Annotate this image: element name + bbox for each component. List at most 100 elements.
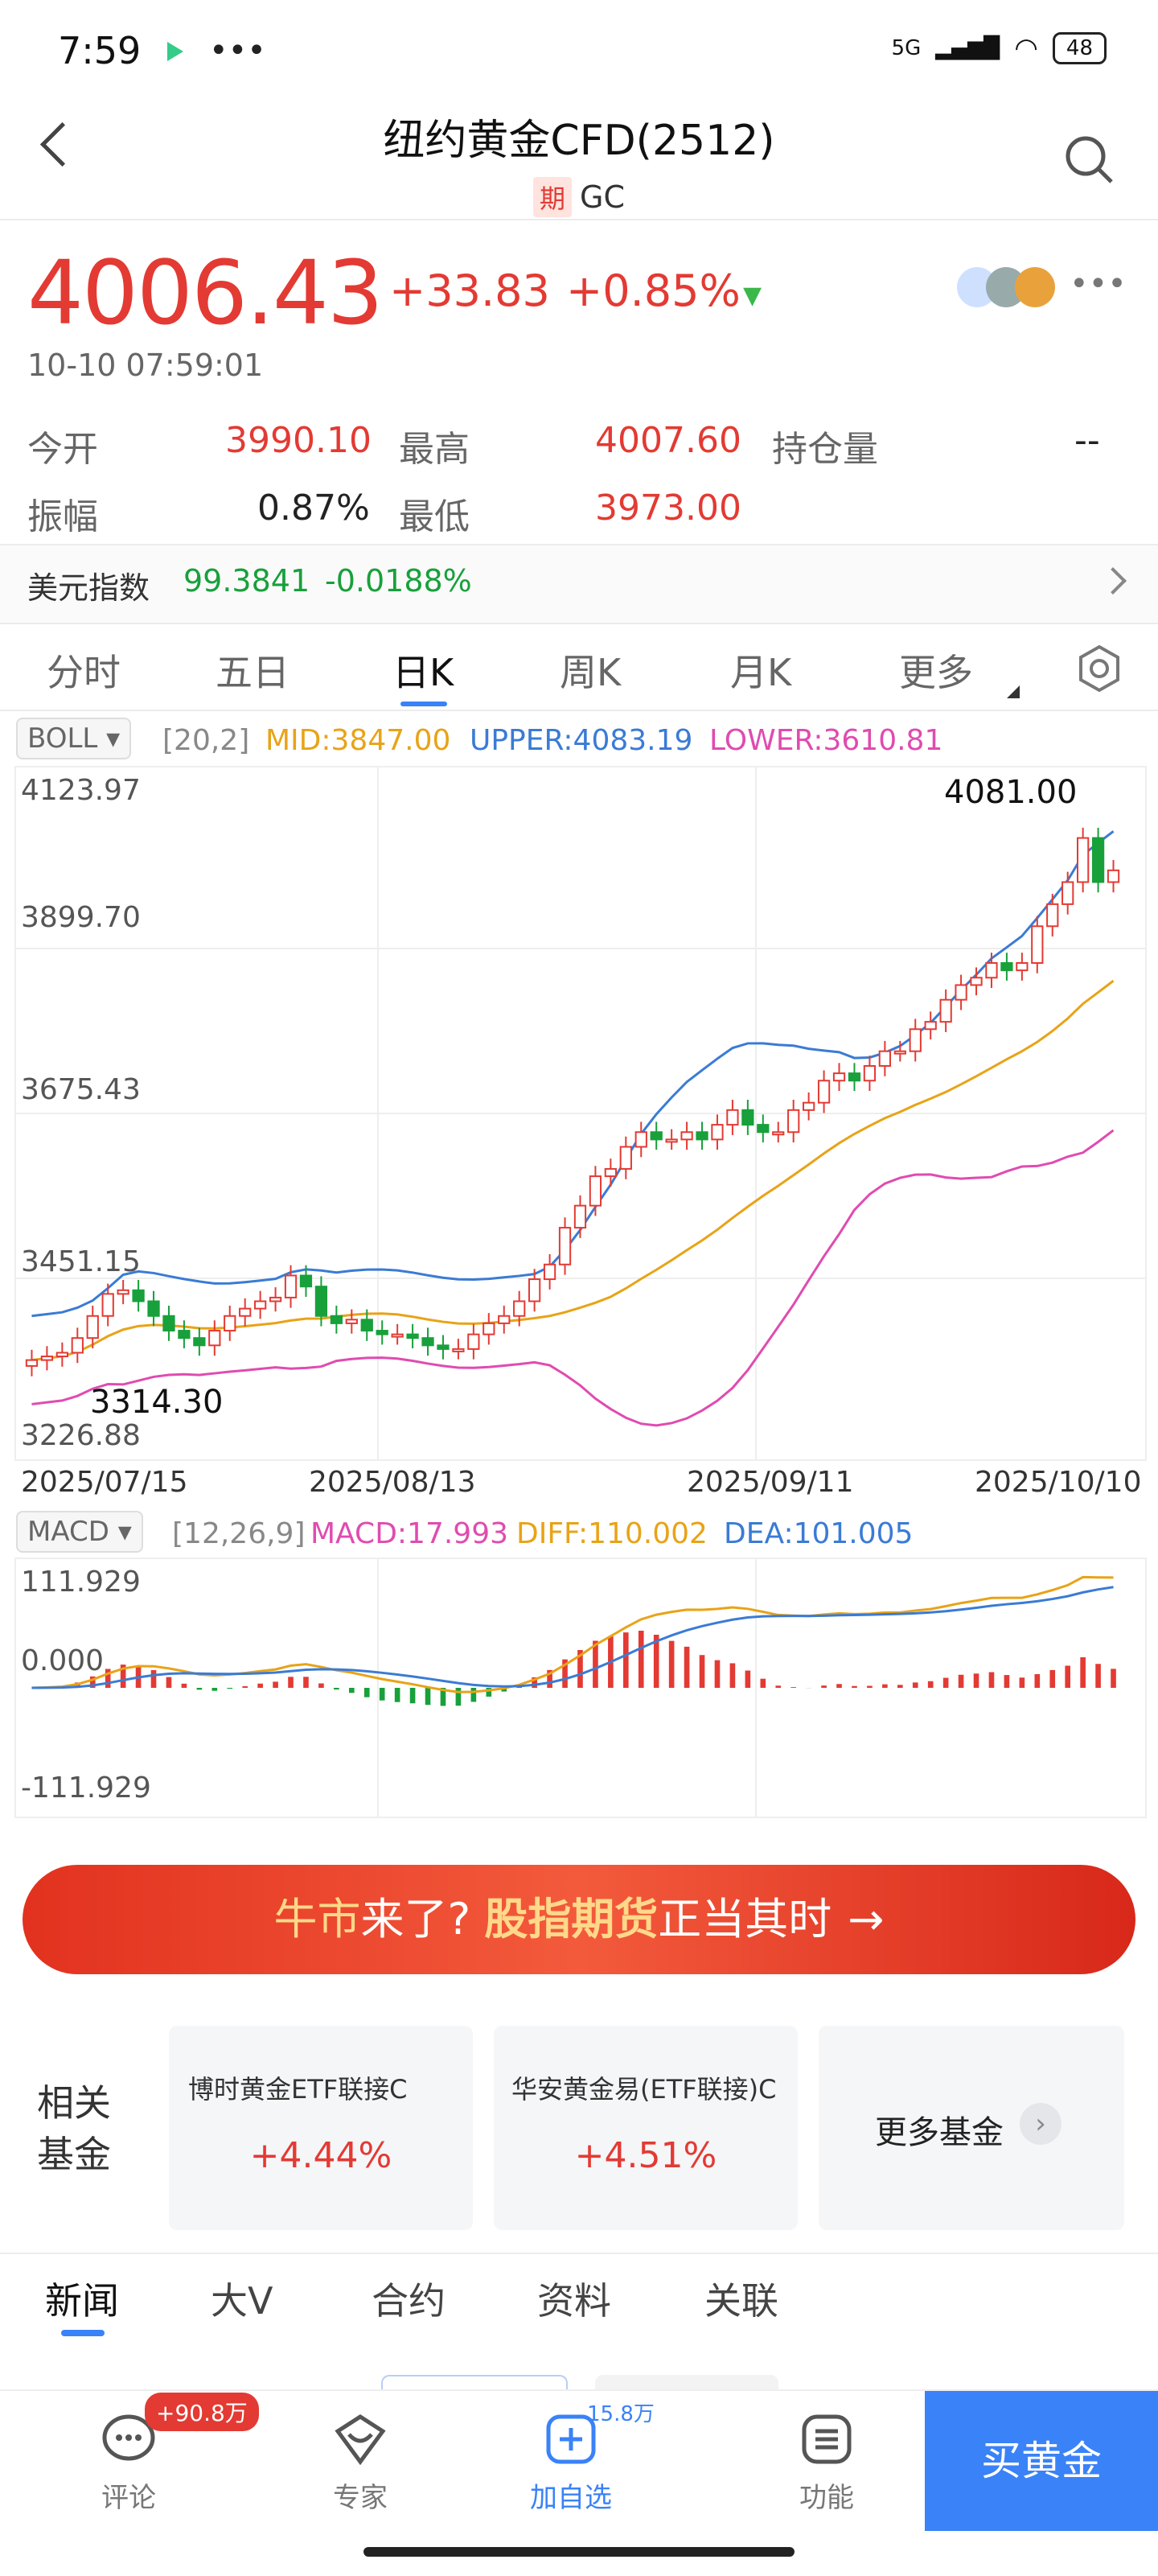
nav-comment[interactable]: 评论 bbox=[72, 2412, 185, 2515]
macd-chart[interactable] bbox=[14, 1558, 1147, 1818]
candle-body bbox=[558, 1227, 572, 1265]
macd-dea: DEA:101.005 bbox=[724, 1517, 914, 1550]
tab-related[interactable]: 关联 bbox=[704, 2279, 778, 2323]
signal-icon: ▂▄▆█ bbox=[935, 36, 1000, 60]
fund-pct: +4.44% bbox=[249, 2135, 392, 2176]
open-label: 今开 bbox=[27, 429, 98, 470]
candle-body bbox=[376, 1330, 388, 1335]
avatar-group[interactable] bbox=[957, 267, 1055, 307]
filter-chip[interactable] bbox=[381, 2375, 568, 2393]
candle-body bbox=[711, 1124, 724, 1141]
fund-card[interactable]: 华安黄金易(ETF联接)C +4.51% bbox=[494, 2026, 798, 2230]
tabs-divider bbox=[0, 710, 1158, 711]
chevron-right-icon: › bbox=[1020, 2103, 1062, 2145]
banner-text-2: 来了? bbox=[360, 1894, 485, 1944]
boll-params: [20,2] bbox=[162, 724, 250, 757]
kline-x-label: 2025/10/10 bbox=[975, 1466, 1142, 1499]
candle-body bbox=[513, 1300, 526, 1317]
tab-daily-k[interactable]: 日K bbox=[392, 651, 454, 694]
down-arrow-icon: ▼ bbox=[743, 282, 762, 310]
index-divider bbox=[0, 623, 1158, 624]
candle-body bbox=[1046, 903, 1059, 928]
candle-body bbox=[696, 1131, 708, 1141]
nav-add-watchlist[interactable]: 加自选 bbox=[515, 2412, 627, 2515]
buy-gold-button[interactable]: 买黄金 bbox=[925, 2391, 1158, 2531]
more-icon[interactable]: ••• bbox=[1070, 265, 1127, 302]
boll-upper-line bbox=[31, 830, 1115, 1318]
kline-chart[interactable] bbox=[14, 766, 1147, 1461]
candle-body bbox=[178, 1330, 191, 1339]
candle-body bbox=[1077, 837, 1090, 883]
settings-icon[interactable] bbox=[1073, 642, 1126, 695]
tab-more[interactable]: 更多 bbox=[899, 651, 973, 694]
kline-x-label: 2025/08/13 bbox=[309, 1466, 476, 1499]
nav-expert[interactable]: 专家 bbox=[304, 2412, 417, 2515]
page-title: 纽约黄金CFD(2512) bbox=[383, 117, 775, 165]
boll-mid-line bbox=[31, 979, 1115, 1362]
macd-diff-line bbox=[31, 1575, 1114, 1693]
candle-body bbox=[421, 1337, 434, 1347]
candle-body bbox=[848, 1072, 861, 1082]
more-funds-card[interactable]: 更多基金 › bbox=[819, 2026, 1124, 2230]
candle-body bbox=[360, 1319, 373, 1332]
candle-body bbox=[498, 1315, 511, 1324]
nav-functions-label: 功能 bbox=[799, 2482, 854, 2514]
candle-body bbox=[619, 1146, 632, 1170]
boll-selector[interactable]: BOLL ▾ bbox=[16, 718, 132, 759]
status-indicators: 5G ▂▄▆█ ◠ 48 bbox=[892, 32, 1107, 64]
candle-body bbox=[86, 1315, 99, 1339]
tab-weekly-k[interactable]: 周K bbox=[560, 651, 622, 694]
candle-body bbox=[406, 1333, 419, 1339]
funds-divider bbox=[0, 2253, 1158, 2254]
min-price-marker: 3314.30 bbox=[90, 1384, 224, 1421]
nav-functions[interactable]: 功能 bbox=[770, 2412, 883, 2515]
candle-body bbox=[147, 1300, 160, 1317]
candle-body bbox=[1107, 869, 1120, 883]
candle-body bbox=[1091, 837, 1105, 883]
low-value: 3973.00 bbox=[595, 488, 741, 529]
home-indicator bbox=[363, 2547, 795, 2557]
oi-label: 持仓量 bbox=[772, 429, 878, 470]
dollar-index-value: 99.3841 bbox=[183, 563, 310, 599]
code-text: GC bbox=[580, 179, 625, 215]
candle-body bbox=[1016, 962, 1029, 972]
macd-dea-line bbox=[31, 1586, 1114, 1689]
candle-body bbox=[893, 1050, 906, 1055]
candle-body bbox=[634, 1131, 647, 1148]
kline-y-label: 4123.97 bbox=[21, 774, 141, 807]
boll-lower-line bbox=[31, 1129, 1115, 1427]
candle-body bbox=[1000, 962, 1013, 972]
candle-body bbox=[482, 1322, 495, 1335]
candle-body bbox=[939, 998, 952, 1023]
more-funds-label: 更多基金 bbox=[875, 2114, 1004, 2151]
network-label: 5G bbox=[891, 36, 922, 60]
tab-five-day[interactable]: 五日 bbox=[216, 651, 290, 694]
candle-body bbox=[314, 1286, 328, 1317]
tab-monthly-k[interactable]: 月K bbox=[730, 651, 792, 694]
candle-body bbox=[726, 1109, 739, 1126]
price-change: +33.83 bbox=[389, 265, 550, 316]
candle-body bbox=[284, 1274, 298, 1298]
tab-news[interactable]: 新闻 bbox=[45, 2279, 119, 2323]
fund-card[interactable]: 博时黄金ETF联接C +4.44% bbox=[169, 2026, 473, 2230]
candle-body bbox=[1062, 881, 1074, 905]
kline-x-label: 2025/07/15 bbox=[21, 1466, 188, 1499]
candle-body bbox=[239, 1307, 252, 1317]
max-price-marker: 4081.00 bbox=[944, 774, 1078, 811]
macd-selector[interactable]: MACD ▾ bbox=[16, 1511, 143, 1553]
open-value: 3990.10 bbox=[225, 420, 372, 461]
wifi-icon: ◠ bbox=[1014, 32, 1038, 64]
dollar-index-row[interactable] bbox=[0, 545, 1158, 623]
search-icon[interactable] bbox=[1062, 132, 1118, 188]
promo-banner[interactable]: 牛市来了? 股指期货正当其时 → bbox=[23, 1865, 1135, 1974]
filter-chip[interactable] bbox=[595, 2375, 778, 2391]
tab-profile[interactable]: 资料 bbox=[537, 2279, 611, 2323]
candle-body bbox=[299, 1274, 313, 1288]
header-divider bbox=[0, 219, 1158, 220]
tab-contract[interactable]: 合约 bbox=[372, 2279, 446, 2323]
candle-body bbox=[193, 1337, 206, 1347]
candle-body bbox=[573, 1204, 587, 1229]
tab-big-v[interactable]: 大V bbox=[211, 2279, 273, 2323]
watchlist-count: 15.8万 bbox=[587, 2402, 655, 2426]
tab-intraday[interactable]: 分时 bbox=[47, 651, 121, 694]
